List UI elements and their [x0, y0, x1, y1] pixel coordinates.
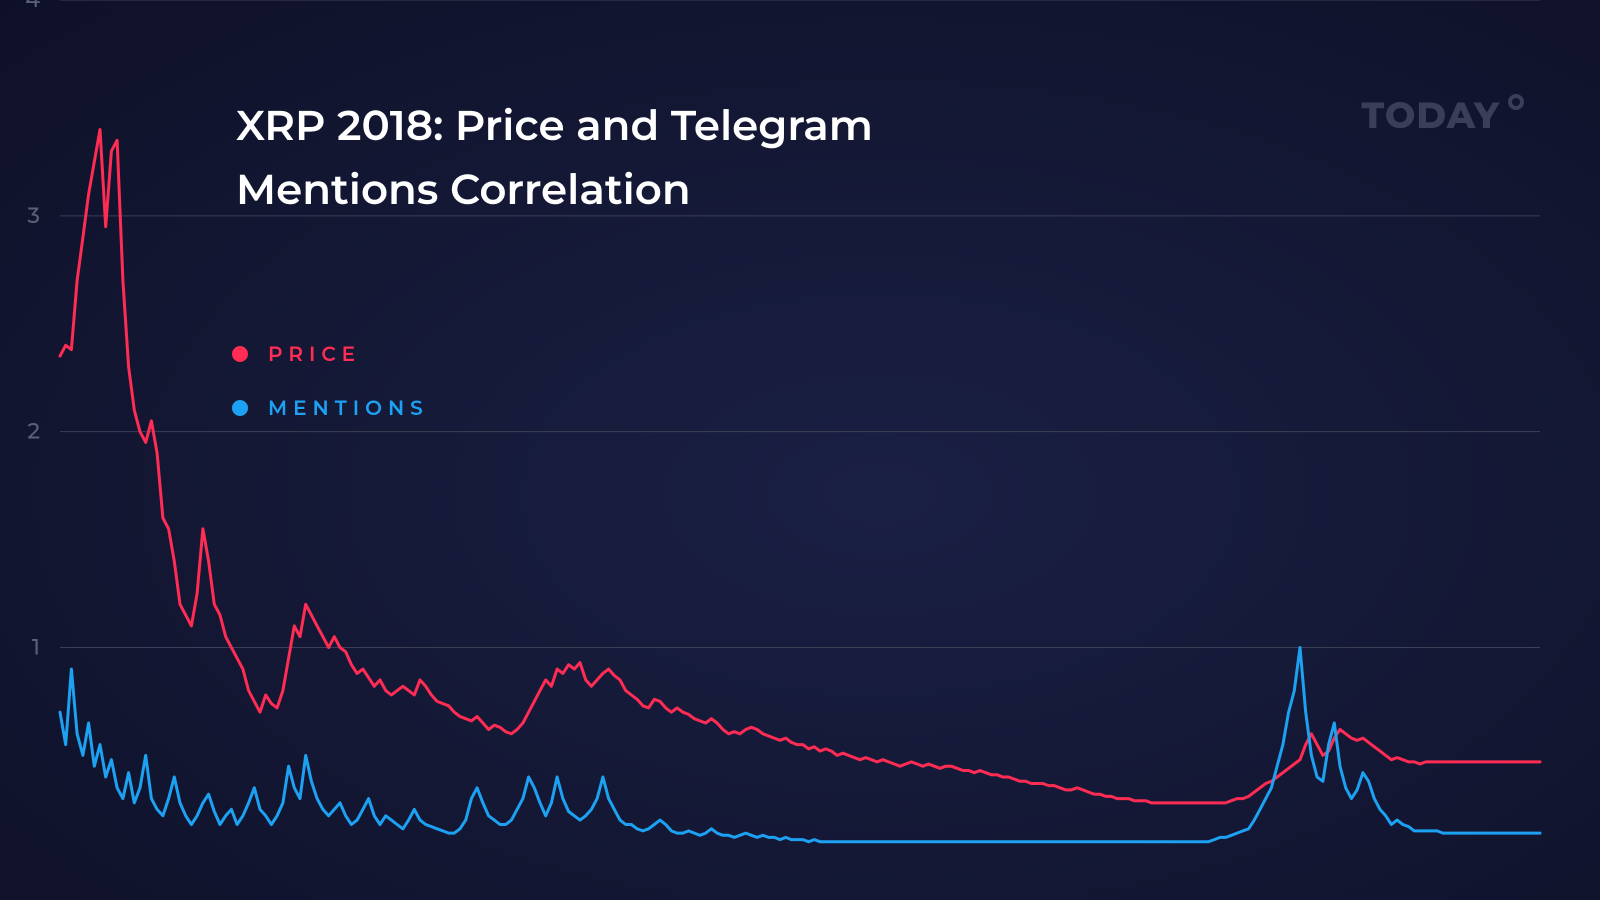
y-axis-tick-label: 3 [27, 202, 40, 229]
legend-label: MENTIONS [268, 397, 429, 421]
y-axis-tick-label: 1 [32, 633, 40, 660]
chart-title-line: XRP 2018: Price and Telegram [236, 99, 873, 151]
chart: 1 2 3 4 XRP 2018: Price and Telegram Mentions… [0, 0, 1600, 900]
legend-label: PRICE [268, 343, 361, 367]
y-axis-tick-label: 2 [27, 418, 40, 445]
chart-title-line: Mentions Correlation [236, 163, 691, 215]
brand-text: TODAY [1361, 94, 1500, 138]
brand-logo: TODAY [1361, 94, 1522, 138]
y-axis-tick-label: 4 [25, 0, 40, 13]
legend-dot-icon [232, 346, 248, 362]
legend-dot-icon [232, 400, 248, 416]
